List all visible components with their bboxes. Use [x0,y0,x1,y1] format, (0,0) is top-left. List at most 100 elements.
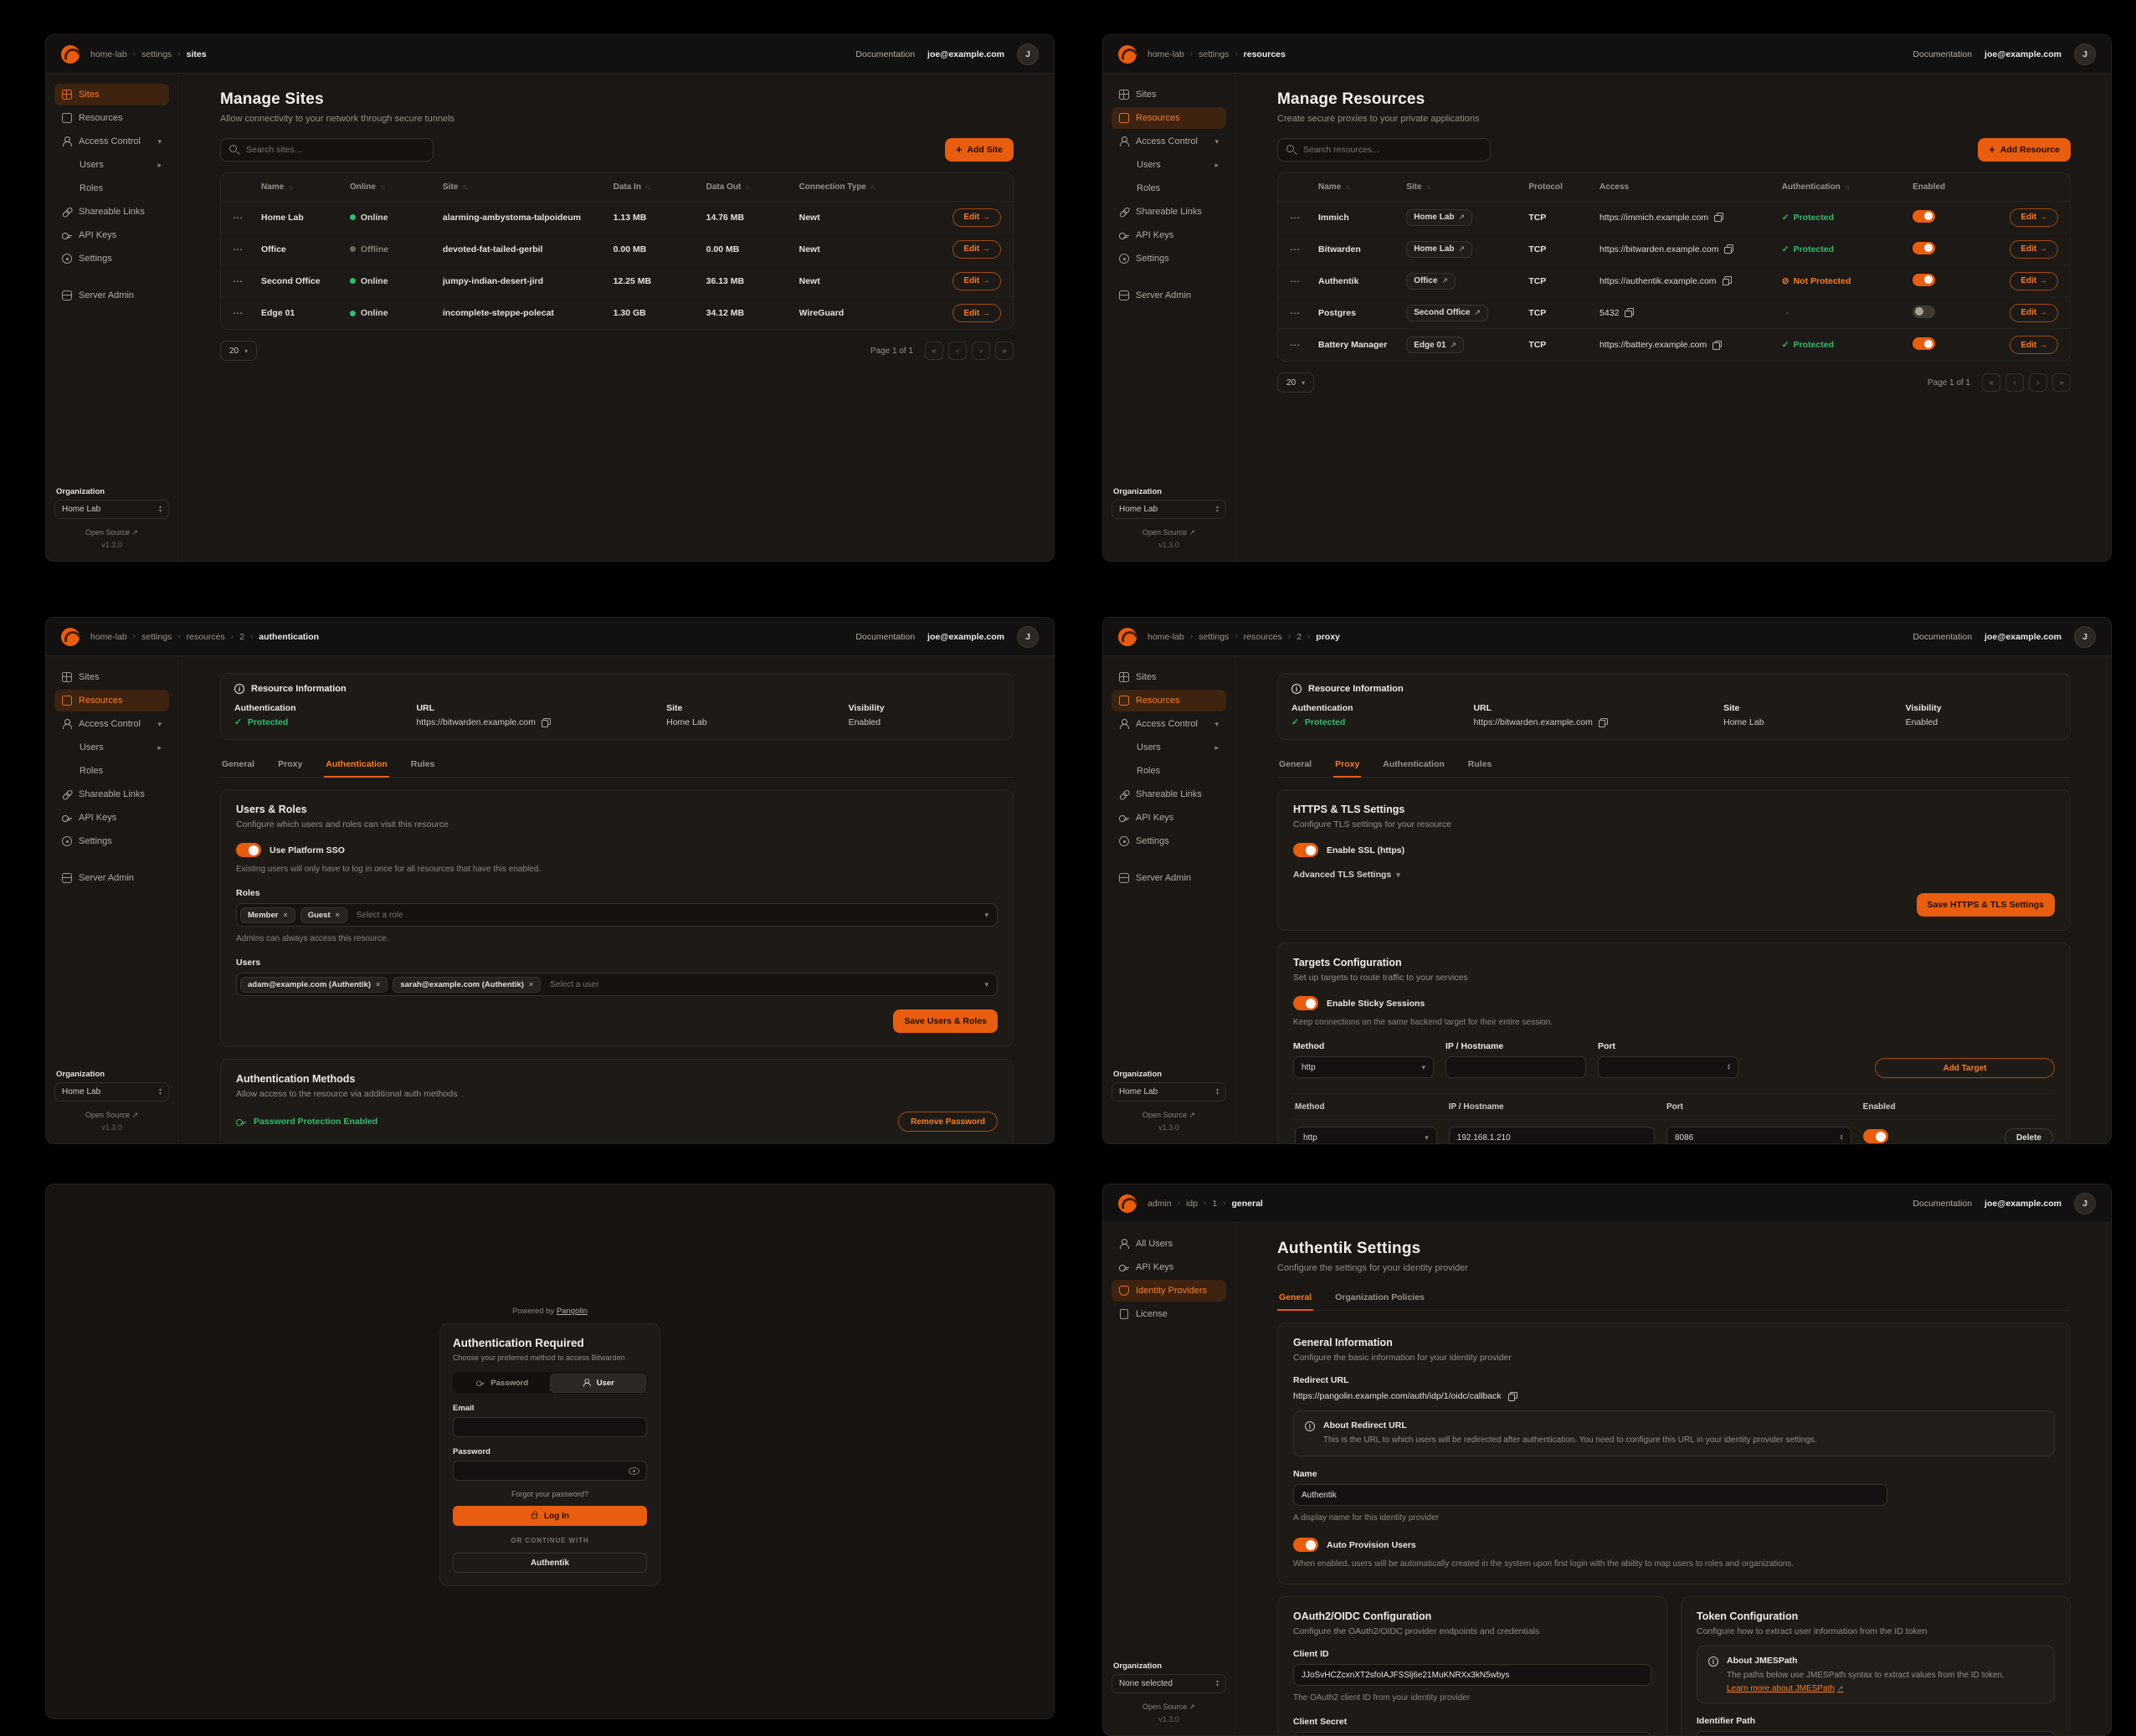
eye-icon[interactable] [629,1466,639,1475]
enabled-toggle[interactable] [1913,305,1936,318]
breadcrumb-item[interactable]: resources [1243,631,1282,642]
tab[interactable]: Rules [410,759,435,769]
copy-icon[interactable] [541,717,551,727]
sidebar-item-roles[interactable]: Roles [1137,766,1161,776]
pangolin-logo-icon[interactable] [61,627,80,646]
tab-user[interactable]: User [551,1374,645,1392]
next-page-button[interactable]: › [972,342,990,360]
documentation-link[interactable]: Documentation [1913,1198,1973,1209]
sidebar-item-resources[interactable]: Resources [54,690,169,711]
breadcrumb-item[interactable]: home-lab [1148,631,1184,642]
search-input[interactable] [246,145,424,155]
sidebar-item-resources[interactable]: Resources [1112,690,1226,711]
sidebar-item-users[interactable]: Users ▸ [80,742,162,752]
search-box[interactable] [1277,138,1491,162]
breadcrumb-item[interactable]: idp [1185,1198,1198,1209]
sidebar-item-server-admin[interactable]: Server Admin [54,285,169,306]
sidebar-item-roles[interactable]: Roles [80,766,104,776]
sidebar-item-server-admin[interactable]: Server Admin [1112,285,1226,306]
sidebar-item-roles[interactable]: Roles [1137,183,1161,193]
edit-button[interactable]: Edit → [2010,271,2058,290]
copy-icon[interactable] [1598,717,1608,727]
target-port-input[interactable]: 8086 ▴ ▾ [1666,1127,1851,1143]
breadcrumb-item[interactable]: 2 [1296,631,1302,642]
sidebar-item-api-keys[interactable]: API Keys [54,807,169,829]
site-badge[interactable]: Second Office ↗ [1406,304,1488,321]
client-id-input[interactable]: JJoSvHCZcxnXT2sfoIAJFSSlj6e21MuKNRXx3kN5… [1293,1664,1651,1686]
tab-password[interactable]: Password [455,1374,550,1392]
port-input[interactable]: ▴ ▾ [1598,1056,1738,1078]
breadcrumb-current[interactable]: general [1231,1198,1263,1209]
stepper-icon[interactable]: ▴ ▾ [1727,1062,1730,1071]
open-source-link[interactable]: Open Source ↗ [1142,528,1196,537]
row-menu-button[interactable]: ⋯ [233,275,243,287]
breadcrumb-current[interactable]: proxy [1316,631,1340,642]
sidebar-item-api-keys[interactable]: API Keys [1112,1256,1226,1278]
org-selector[interactable]: Home Lab ▴ ▾ [54,1082,169,1102]
column-connection-type[interactable]: Connection Type ↑↓ [798,182,876,192]
breadcrumb-item[interactable]: home-lab [90,631,127,642]
sidebar-item-shareable-links[interactable]: Shareable Links [1112,783,1226,805]
sidebar-item-resources[interactable]: Resources [1112,107,1226,129]
stepper-icon[interactable]: ▴ ▾ [1840,1133,1843,1142]
row-menu-button[interactable]: ⋯ [1290,306,1300,319]
breadcrumb-item[interactable]: 1 [1212,1198,1218,1209]
prev-page-button[interactable]: ‹ [948,342,967,360]
copy-icon[interactable] [1722,276,1732,285]
delete-target-button[interactable]: Delete [2004,1128,2053,1143]
ip-hostname-input[interactable] [1445,1056,1586,1078]
documentation-link[interactable]: Documentation [1913,49,1973,59]
enabled-toggle[interactable] [1913,273,1936,286]
enabled-toggle[interactable] [1913,337,1936,350]
sticky-sessions-toggle[interactable] [1293,996,1318,1010]
users-select[interactable]: adam@example.com (Authentik) × sarah@examp… [236,973,998,996]
row-menu-button[interactable]: ⋯ [233,307,243,319]
breadcrumb-current[interactable]: resources [1243,49,1286,59]
column-name[interactable]: Name ↑↓ [1318,182,1351,192]
tab[interactable]: General [222,759,255,769]
edit-button[interactable]: Edit → [952,239,1001,259]
edit-button[interactable]: Edit → [2010,303,2058,322]
sidebar-item-users[interactable]: Users ▸ [80,160,162,170]
edit-button[interactable]: Edit → [952,304,1001,322]
sidebar-item-shareable-links[interactable]: Shareable Links [54,783,169,805]
sidebar-item-shareable-links[interactable]: Shareable Links [54,201,169,223]
breadcrumb-item[interactable]: settings [141,49,172,59]
sidebar-item-sites[interactable]: Sites [54,84,169,105]
site-badge[interactable]: Home Lab ↗ [1406,240,1473,258]
sidebar-item-roles[interactable]: Roles [80,183,104,193]
next-page-button[interactable]: › [2029,373,2047,392]
sidebar-item-users[interactable]: Users ▸ [1137,742,1219,752]
org-selector[interactable]: Home Lab ▴ ▾ [1112,1082,1226,1102]
user-avatar[interactable]: J [2074,43,2096,65]
authentik-sso-button[interactable]: Authentik [453,1553,647,1573]
pangolin-logo-icon[interactable] [1118,627,1137,646]
sidebar-item-api-keys[interactable]: API Keys [1112,224,1226,246]
site-badge[interactable]: Edge 01 ↗ [1406,336,1465,353]
first-page-button[interactable]: « [1982,373,2000,392]
remove-chip-icon[interactable]: × [335,911,340,919]
sidebar-item-users[interactable]: Users ▸ [1137,160,1219,170]
sidebar-item-sites[interactable]: Sites [54,666,169,688]
sidebar-item-api-keys[interactable]: API Keys [54,224,169,246]
column-data-out[interactable]: Data Out ↑↓ [706,182,751,192]
user-avatar[interactable]: J [2074,1192,2096,1215]
search-box[interactable] [220,138,434,162]
sidebar-item-settings[interactable]: Settings [1112,830,1226,852]
column-name[interactable]: Name ↑↓ [261,182,294,192]
breadcrumb-item[interactable]: home-lab [90,49,127,59]
tab[interactable]: Proxy [278,759,303,769]
breadcrumb-item[interactable]: 2 [239,631,244,642]
method-select[interactable]: http ▾ [1293,1056,1434,1078]
column-site[interactable]: Site ↑↓ [442,182,468,192]
client-secret-input[interactable]: ••••••••••••••••••••••••••••••••••••••••… [1293,1732,1651,1735]
sidebar-item-access-control[interactable]: Access Control ▾ [1112,131,1226,152]
identifier-path-input[interactable]: sub [1697,1731,2055,1735]
breadcrumb-item[interactable]: admin [1148,1198,1172,1209]
documentation-link[interactable]: Documentation [1913,631,1973,642]
breadcrumb-current[interactable]: sites [186,49,207,59]
open-source-link[interactable]: Open Source ↗ [85,528,139,537]
pangolin-logo-icon[interactable] [1118,44,1137,64]
column-online[interactable]: Online ↑↓ [349,182,386,192]
org-selector[interactable]: Home Lab ▴ ▾ [1112,500,1226,519]
